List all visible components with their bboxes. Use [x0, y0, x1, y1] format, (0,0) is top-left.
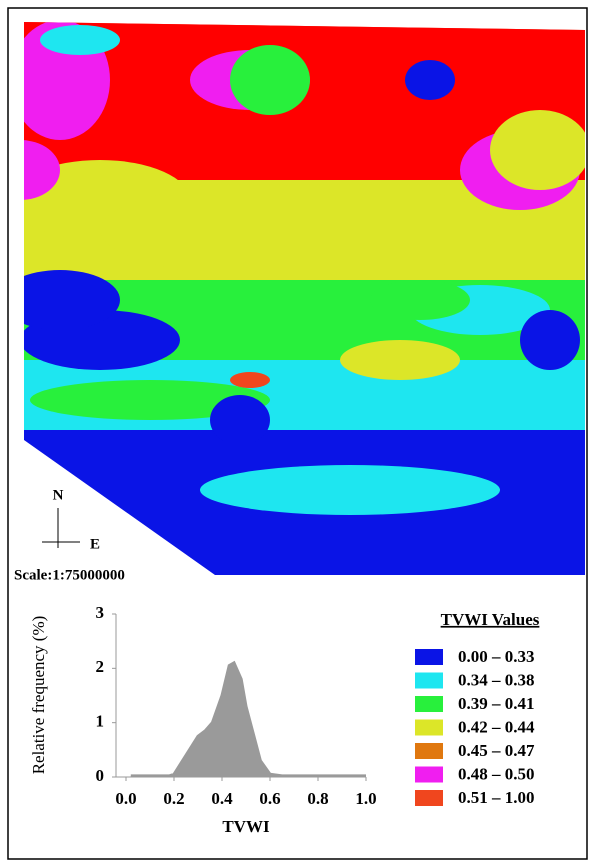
y-tick-label: 0: [96, 766, 105, 785]
y-axis-label: Relative frequency (%): [29, 616, 48, 775]
map-raster: [24, 22, 585, 575]
legend-swatch: [415, 696, 443, 712]
area-line: [130, 660, 366, 778]
map-patch: [100, 180, 500, 280]
legend-label: 0.42 – 0.44: [458, 717, 535, 736]
map-patch: [405, 60, 455, 100]
legend-label: 0.34 – 0.38: [458, 670, 535, 689]
legend-label: 0.45 – 0.47: [458, 741, 535, 760]
scale-label: Scale:1:75000000: [14, 567, 125, 583]
x-tick-label: 0.2: [163, 789, 184, 808]
legend-swatch: [415, 672, 443, 689]
legend-label: 0.51 – 1.00: [458, 788, 535, 807]
y-tick-label: 1: [96, 712, 105, 731]
map-patch: [30, 380, 270, 420]
legend-swatch: [415, 766, 443, 783]
legend-swatch: [415, 743, 443, 759]
map-patch: [370, 280, 470, 320]
map-patch: [200, 465, 500, 515]
map-patch: [24, 270, 120, 330]
x-tick-label: 0.8: [307, 789, 328, 808]
map-patch: [210, 395, 270, 445]
x-tick-label: 0.4: [211, 789, 233, 808]
map-patch: [490, 110, 585, 190]
north-label: N: [53, 487, 64, 503]
map-patch: [230, 372, 270, 388]
y-tick-label: 2: [96, 657, 105, 676]
legend-swatch: [415, 649, 443, 665]
legend-label: 0.39 – 0.41: [458, 694, 535, 713]
map-patch: [24, 140, 60, 200]
map-patch: [340, 340, 460, 380]
x-tick-label: 0.0: [115, 789, 136, 808]
x-tick-label: 1.0: [355, 789, 376, 808]
frame: [7, 7, 588, 860]
legend-label: 0.00 – 0.33: [458, 647, 535, 666]
legend-label: 0.48 – 0.50: [458, 764, 535, 783]
legend-swatch: [415, 790, 443, 806]
map-patch: [230, 45, 310, 115]
legend-swatch: [415, 719, 443, 736]
x-tick-label: 0.6: [259, 789, 280, 808]
map-patch: [520, 310, 580, 370]
legend-title: TVWI Values: [441, 610, 540, 629]
y-tick-label: 3: [96, 603, 105, 622]
east-label: E: [90, 536, 100, 552]
x-axis-label: TVWI: [222, 817, 270, 836]
map-patch: [40, 25, 120, 55]
